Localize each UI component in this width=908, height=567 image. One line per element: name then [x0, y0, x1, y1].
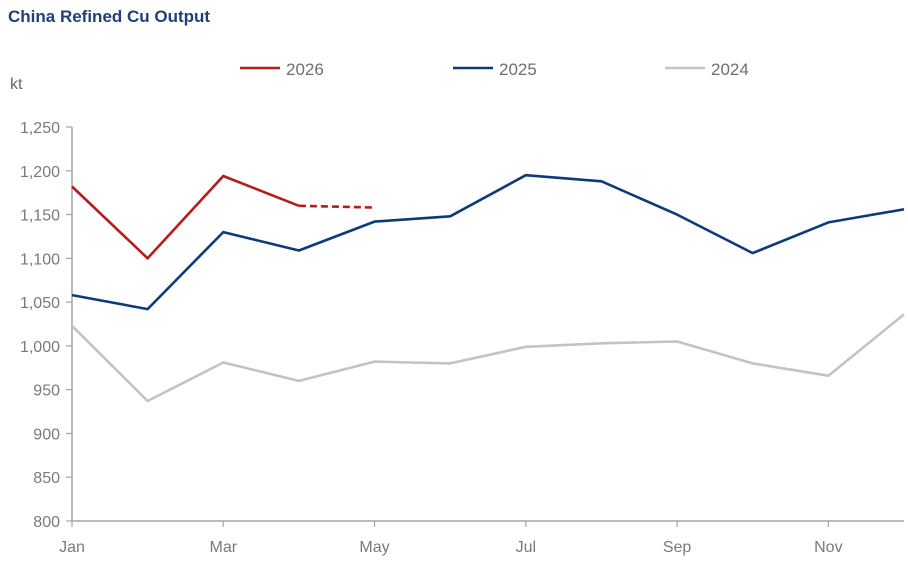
y-tick-label: 1,050	[20, 295, 60, 312]
x-tick-label: May	[359, 539, 389, 556]
y-tick-label: 1,150	[20, 208, 60, 225]
chart-title: China Refined Cu Output	[8, 7, 211, 26]
legend-label: 2025	[499, 60, 537, 79]
series-line-2026	[71, 174, 300, 260]
x-tick-label: Sep	[663, 539, 692, 556]
series-line-2026-estimate	[298, 204, 375, 209]
axes: 800 850 900 950 1,000 1,050 1,100 1,150 1,200 1,2…	[20, 120, 904, 556]
x-tick-label: Nov	[814, 539, 842, 556]
legend-label: 2026	[286, 60, 324, 79]
y-axis-unit-label: kt	[10, 76, 23, 93]
y-tick-label: 950	[33, 383, 60, 400]
y-tick-label: 1,200	[20, 164, 60, 181]
legend-label: 2024	[711, 60, 749, 79]
x-tick-label: Mar	[209, 539, 237, 556]
series-line-2025	[71, 173, 905, 311]
y-tick-label: 1,000	[20, 339, 60, 356]
x-tick-label: Jan	[59, 539, 85, 556]
series-lines	[71, 173, 905, 403]
x-tick-label: Jul	[516, 539, 536, 556]
y-tick-label: 1,250	[20, 120, 60, 137]
y-tick-label: 800	[33, 514, 60, 531]
series-line-2024	[71, 313, 905, 403]
y-tick-label: 850	[33, 470, 60, 487]
y-tick-label: 900	[33, 426, 60, 443]
y-tick-label: 1,100	[20, 251, 60, 268]
legend: 2026 2025 2024	[240, 60, 749, 79]
